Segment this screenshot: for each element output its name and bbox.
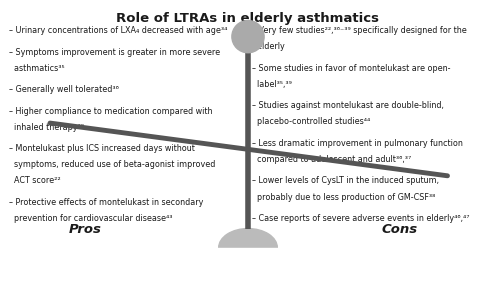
Text: probably due to less production of GM-CSF³⁸: probably due to less production of GM-CS…: [252, 193, 436, 202]
Text: – Some studies in favor of montelukast are open-: – Some studies in favor of montelukast a…: [252, 64, 451, 73]
Text: elderly: elderly: [252, 42, 285, 52]
Text: placebo-controlled studies⁴⁴: placebo-controlled studies⁴⁴: [252, 117, 371, 127]
Text: label³⁵,³⁹: label³⁵,³⁹: [252, 80, 292, 89]
Bar: [190, 248, 306, 286]
Text: – Generally well tolerated³⁶: – Generally well tolerated³⁶: [9, 85, 119, 94]
Text: Cons: Cons: [382, 223, 418, 236]
Text: asthmatics³⁵: asthmatics³⁵: [9, 64, 64, 73]
Text: ACT score²²: ACT score²²: [9, 176, 60, 185]
Text: – Higher compliance to medication compared with: – Higher compliance to medication compar…: [9, 107, 212, 116]
Text: – Lower levels of CysLT in the induced sputum,: – Lower levels of CysLT in the induced s…: [252, 176, 440, 185]
Text: – Urinary concentrations of LXA₄ decreased with age³⁴: – Urinary concentrations of LXA₄ decreas…: [9, 26, 228, 35]
Text: prevention for cardiovascular disease⁴³: prevention for cardiovascular disease⁴³: [9, 214, 172, 223]
Text: inhaled therapy³⁹: inhaled therapy³⁹: [9, 123, 84, 132]
Ellipse shape: [218, 229, 278, 267]
Text: – Symptoms improvement is greater in more severe: – Symptoms improvement is greater in mor…: [9, 48, 220, 57]
Text: – Very few studies²²,³⁶⁻³⁹ specifically designed for the: – Very few studies²²,³⁶⁻³⁹ specifically …: [252, 26, 467, 35]
Text: – Less dramatic improvement in pulmonary function: – Less dramatic improvement in pulmonary…: [252, 139, 464, 148]
Text: – Montelukast plus ICS increased days without: – Montelukast plus ICS increased days wi…: [9, 144, 195, 153]
Ellipse shape: [232, 21, 264, 53]
Text: symptoms, reduced use of beta-agonist improved: symptoms, reduced use of beta-agonist im…: [9, 160, 216, 169]
Text: – Protective effects of montelukast in secondary: – Protective effects of montelukast in s…: [9, 198, 203, 207]
Text: – Case reports of severe adverse events in elderly⁴⁶,⁴⁷: – Case reports of severe adverse events …: [252, 214, 470, 223]
Text: – Studies against montelukast are double-blind,: – Studies against montelukast are double…: [252, 101, 444, 110]
Text: Pros: Pros: [68, 223, 102, 236]
Text: compared to adolescent and adult³⁶,³⁷: compared to adolescent and adult³⁶,³⁷: [252, 155, 412, 164]
Text: Role of LTRAs in elderly asthmatics: Role of LTRAs in elderly asthmatics: [116, 12, 380, 25]
